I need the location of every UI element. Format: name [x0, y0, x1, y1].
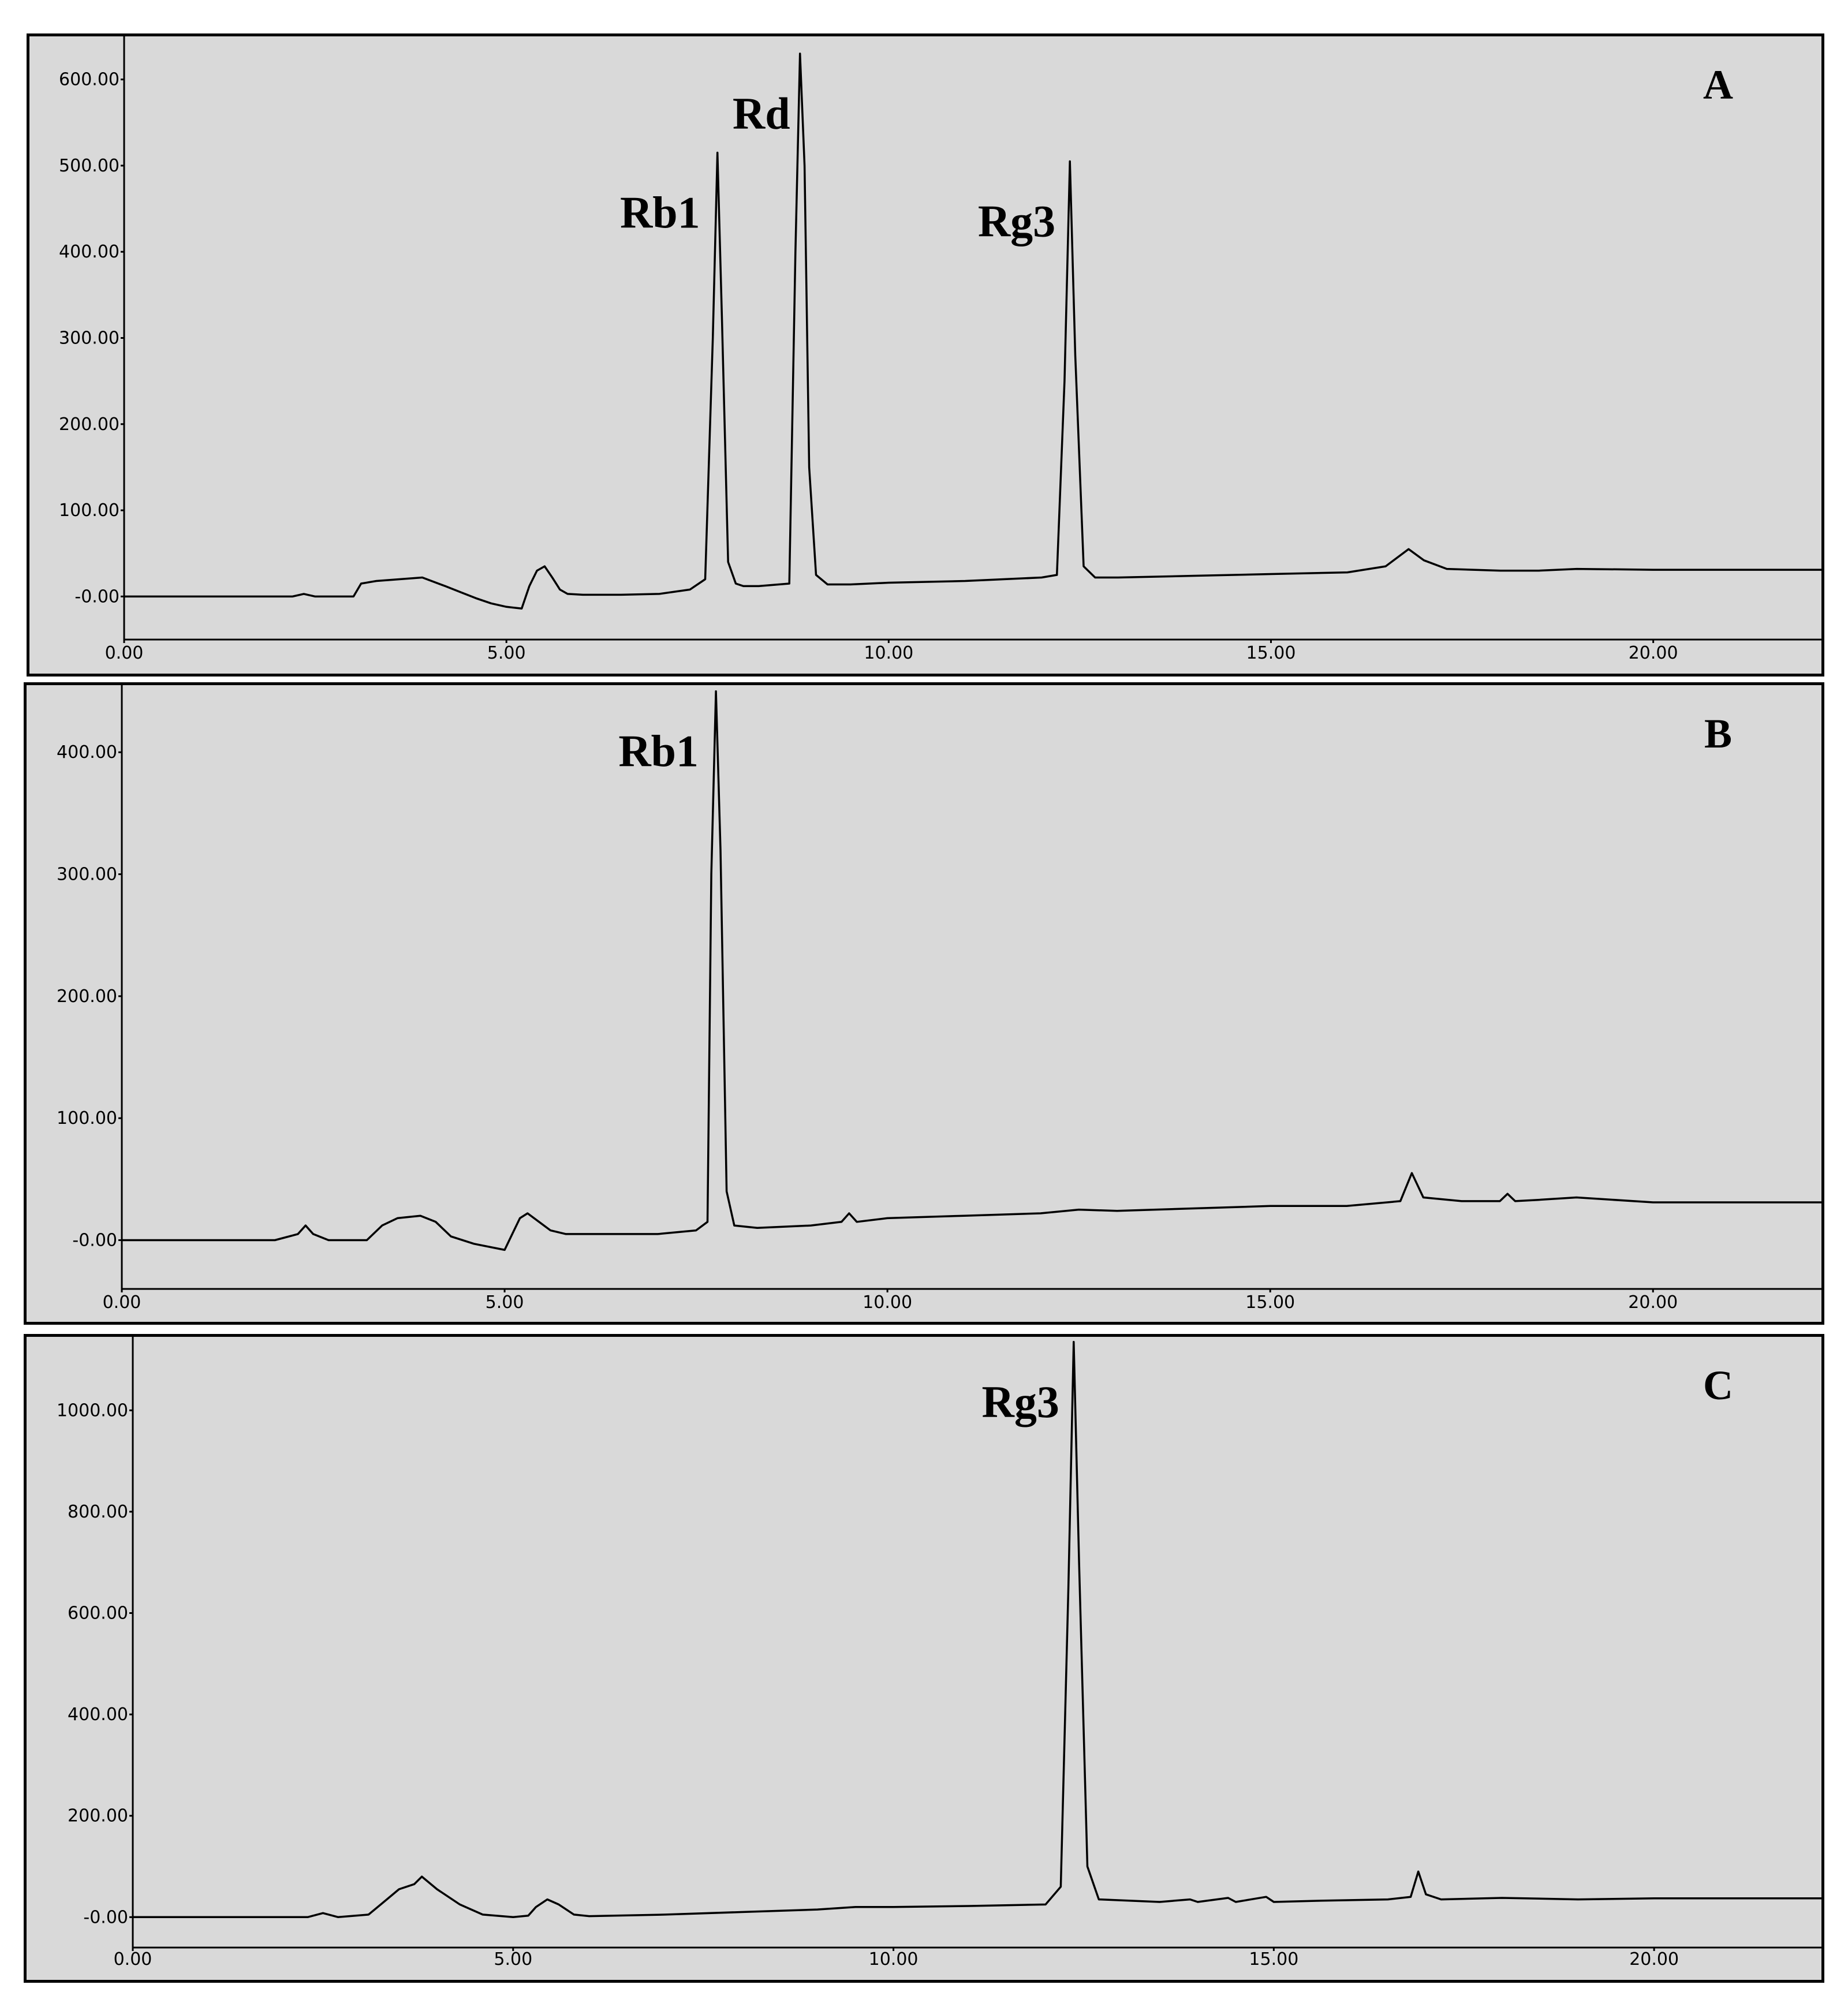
- x-tick-label: 0.00: [114, 1949, 152, 1969]
- x-tick-label: 10.00: [864, 643, 913, 663]
- x-tick-label: 10.00: [869, 1949, 919, 1969]
- y-tick-label: 800.00: [68, 1502, 128, 1522]
- peak-label-rg3: Rg3: [978, 196, 1055, 246]
- peak-label-rg3: Rg3: [981, 1377, 1059, 1427]
- x-tick-label: 15.00: [1246, 643, 1296, 663]
- y-tick-label: 400.00: [57, 742, 117, 763]
- chromatogram-panel-a: -0.00 100.00 200.00 300.00 400.00 500.00 600.0…: [27, 33, 1824, 677]
- peak-label-rb1: Rb1: [620, 188, 700, 238]
- y-tick-label: -0.00: [74, 586, 120, 607]
- chromatogram-trace: [133, 1341, 1821, 1919]
- y-tick-label: 200.00: [59, 414, 120, 435]
- y-tick-label: 400.00: [59, 242, 120, 262]
- chromatogram-c-svg: -0.00 200.00 400.00 600.00 800.00 1000.00 0.00…: [57, 1337, 1821, 1969]
- y-tick-label: 200.00: [68, 1806, 128, 1826]
- y-tick-label: 500.00: [59, 156, 120, 176]
- peak-label-rd: Rd: [733, 88, 790, 139]
- y-tick-label: 100.00: [57, 1108, 117, 1128]
- x-tick-label: 0.00: [105, 643, 144, 663]
- chromatogram-a-svg: -0.00 100.00 200.00 300.00 400.00 500.00 600.0…: [59, 36, 1821, 663]
- panel-letter: C: [1703, 1362, 1733, 1408]
- y-tick-label: 300.00: [57, 865, 117, 885]
- x-tick-label: 5.00: [494, 1949, 532, 1969]
- x-tick-label: 15.00: [1249, 1949, 1298, 1969]
- panel-letter: B: [1704, 711, 1732, 757]
- chromatogram-trace: [124, 53, 1821, 610]
- panel-letter: A: [1703, 62, 1733, 108]
- x-tick-label: 0.00: [103, 1292, 141, 1313]
- chromatogram-trace: [122, 690, 1821, 1251]
- x-tick-label: 20.00: [1629, 1949, 1679, 1969]
- y-tick-label: -0.00: [72, 1230, 117, 1250]
- y-tick-label: 200.00: [57, 986, 117, 1007]
- x-tick-label: 5.00: [486, 1292, 524, 1313]
- y-tick-label: 400.00: [68, 1705, 128, 1725]
- chromatogram-b-svg: -0.00 100.00 200.00 300.00 400.00 0.00 5.00 10.…: [57, 685, 1821, 1313]
- chromatogram-panel-b: -0.00 100.00 200.00 300.00 400.00 0.00 5.00 10.…: [24, 682, 1824, 1325]
- x-tick-label: 20.00: [1629, 643, 1678, 663]
- y-tick-label: 100.00: [59, 500, 120, 521]
- peak-label-rb1: Rb1: [618, 726, 699, 776]
- y-tick-label: 600.00: [59, 70, 120, 90]
- x-tick-label: 15.00: [1245, 1292, 1295, 1313]
- x-tick-label: 20.00: [1628, 1292, 1678, 1313]
- y-tick-label: -0.00: [83, 1907, 128, 1927]
- y-tick-label: 600.00: [68, 1604, 128, 1624]
- y-tick-label: 300.00: [59, 328, 120, 349]
- y-tick-label: 1000.00: [57, 1400, 128, 1421]
- chromatogram-panel-c: -0.00 200.00 400.00 600.00 800.00 1000.00 0.00…: [24, 1334, 1824, 1983]
- x-tick-label: 5.00: [487, 643, 526, 663]
- x-tick-label: 10.00: [863, 1292, 912, 1313]
